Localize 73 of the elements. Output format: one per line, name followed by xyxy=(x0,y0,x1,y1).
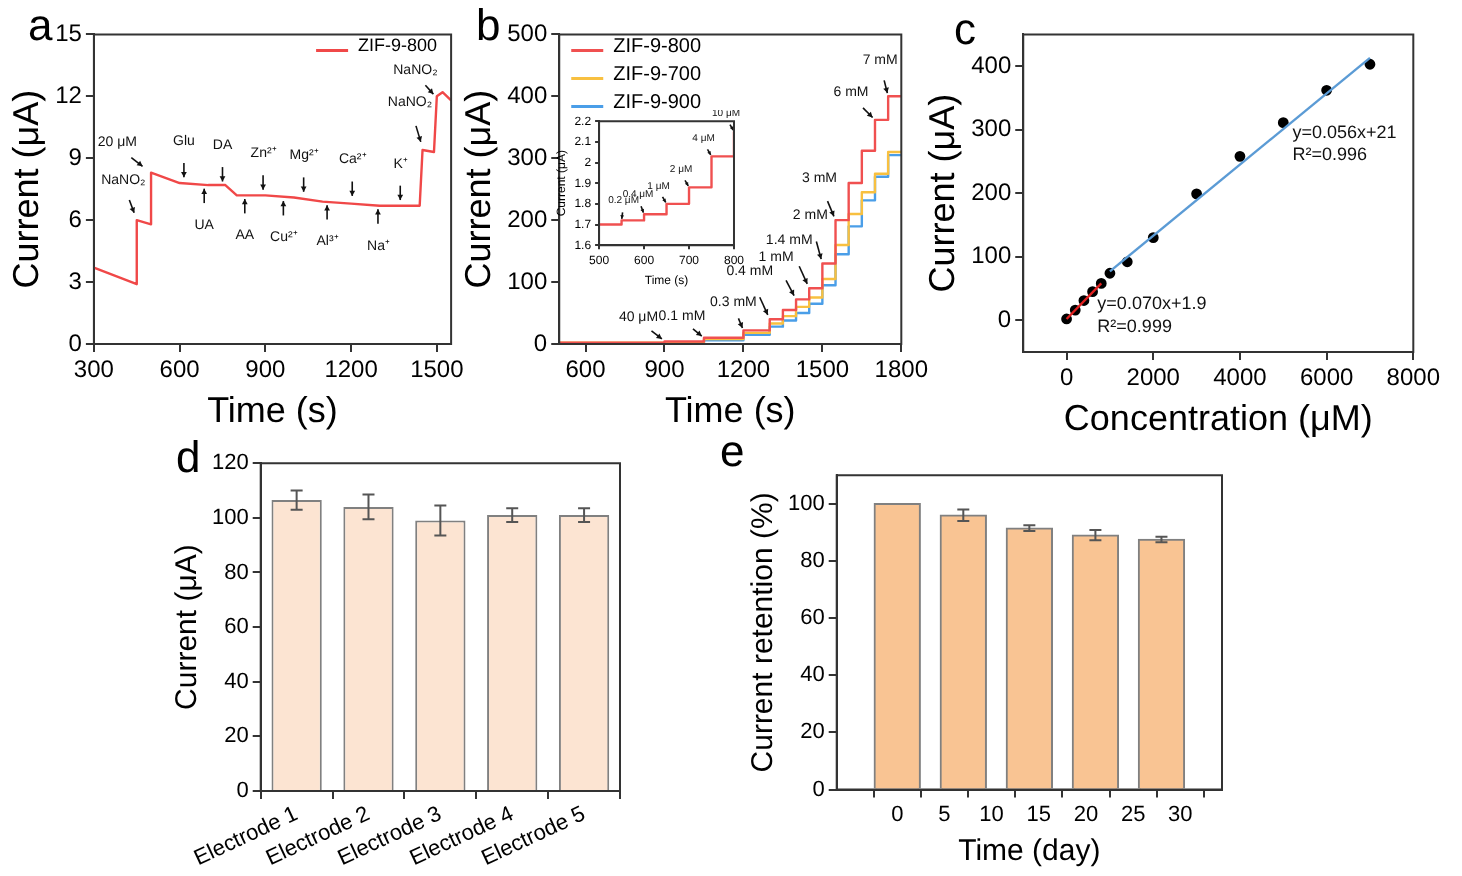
x-tick-label: 1500 xyxy=(795,355,850,384)
x-tick-label: 600 xyxy=(159,355,201,384)
y-axis-title: Current (μA) xyxy=(170,544,205,710)
chart-title: e xyxy=(720,426,745,478)
y-tick-label: 60 xyxy=(800,606,825,631)
y-tick-label: 15 xyxy=(55,19,83,48)
x-tick-label: 0 xyxy=(891,802,904,827)
x-tick-label: 30 xyxy=(1168,802,1193,827)
x-axis-title: Time (s) xyxy=(207,390,338,431)
y-tick-label: 300 xyxy=(971,114,1012,143)
y-tick-label: 3 xyxy=(68,266,83,295)
x-tick-label: 4000 xyxy=(1213,363,1268,392)
x-tick-label: 6000 xyxy=(1299,363,1354,392)
chart-title: c xyxy=(954,4,976,56)
x-tick-label: 1200 xyxy=(716,355,771,384)
y-axis-title: Current retention (%) xyxy=(746,492,781,773)
y-axis-title: Current (μA) xyxy=(921,93,962,293)
chart-title: a xyxy=(28,0,53,52)
y-tick-label: 200 xyxy=(971,177,1012,206)
annotation: y=0.056x+21 xyxy=(1292,121,1397,142)
y-tick-label: 80 xyxy=(800,549,825,574)
legend-label: ZIF-9-900 xyxy=(613,91,702,114)
y-tick-label: 400 xyxy=(971,50,1012,79)
x-axis-title: Concentration (μM) xyxy=(1063,398,1373,439)
x-tick-label: 1500 xyxy=(410,355,465,384)
annotation: y=0.070x+1.9 xyxy=(1097,293,1207,314)
y-tick-label: 12 xyxy=(55,80,83,109)
legend-label: ZIF-9-700 xyxy=(613,63,702,86)
y-tick-label: 200 xyxy=(507,204,548,233)
y-tick-label: 100 xyxy=(211,505,249,530)
x-axis-title: Time (s) xyxy=(664,390,796,431)
x-tick-label: 8000 xyxy=(1386,363,1441,392)
y-tick-label: 0 xyxy=(812,777,825,802)
y-tick-label: 40 xyxy=(800,663,825,688)
x-tick-label: 1800 xyxy=(874,355,929,384)
y-tick-label: 100 xyxy=(787,491,825,516)
y-tick-label: 100 xyxy=(971,241,1012,270)
x-tick-label: 900 xyxy=(245,355,287,384)
y-tick-label: 9 xyxy=(68,142,83,171)
y-axis-title: Current (μA) xyxy=(5,89,46,289)
annotation: R²=0.999 xyxy=(1097,315,1172,336)
y-tick-label: 60 xyxy=(224,615,249,640)
y-tick-label: 40 xyxy=(224,669,249,694)
x-tick-label: 10 xyxy=(979,802,1004,827)
y-tick-label: 100 xyxy=(507,266,548,295)
y-tick-label: 80 xyxy=(224,560,249,585)
chart-title: d xyxy=(176,432,201,484)
annotation: R²=0.996 xyxy=(1292,144,1367,165)
legend-label: ZIF-9-800 xyxy=(358,35,438,56)
x-tick-label: 900 xyxy=(644,355,686,384)
y-tick-label: 0 xyxy=(997,304,1012,333)
y-tick-label: 20 xyxy=(224,724,249,749)
x-tick-label: 5 xyxy=(938,802,951,827)
x-tick-label: 2000 xyxy=(1126,363,1181,392)
legend-label: ZIF-9-800 xyxy=(613,35,702,58)
x-tick-label: 20 xyxy=(1073,802,1099,827)
y-tick-label: 0 xyxy=(533,328,548,357)
y-tick-label: 6 xyxy=(68,204,83,233)
x-axis-title: Time (day) xyxy=(958,834,1101,869)
y-tick-label: 300 xyxy=(507,142,548,171)
x-tick-label: 15 xyxy=(1026,802,1052,827)
y-tick-label: 120 xyxy=(211,451,249,476)
x-tick-label: 600 xyxy=(565,355,607,384)
y-axis-title: Current (μA) xyxy=(457,89,498,289)
y-tick-label: 500 xyxy=(507,19,548,48)
chart-title: b xyxy=(476,0,501,52)
y-tick-label: 400 xyxy=(507,80,548,109)
x-tick-label: 1200 xyxy=(324,355,379,384)
y-tick-label: 20 xyxy=(800,720,825,745)
x-tick-label: 0 xyxy=(1059,363,1074,392)
y-tick-label: 0 xyxy=(236,779,249,804)
x-tick-label: 25 xyxy=(1120,802,1146,827)
y-tick-label: 0 xyxy=(68,328,83,357)
